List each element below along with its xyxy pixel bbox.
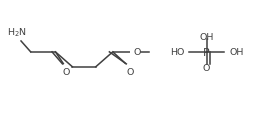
Text: O: O (62, 68, 69, 77)
Text: OH: OH (199, 33, 214, 42)
Text: O: O (133, 47, 140, 56)
Text: HO: HO (170, 48, 184, 57)
Text: O: O (203, 64, 210, 73)
Text: O: O (126, 68, 133, 77)
Text: P: P (203, 47, 210, 57)
Text: OH: OH (229, 48, 243, 57)
Text: H$_2$N: H$_2$N (7, 26, 27, 39)
